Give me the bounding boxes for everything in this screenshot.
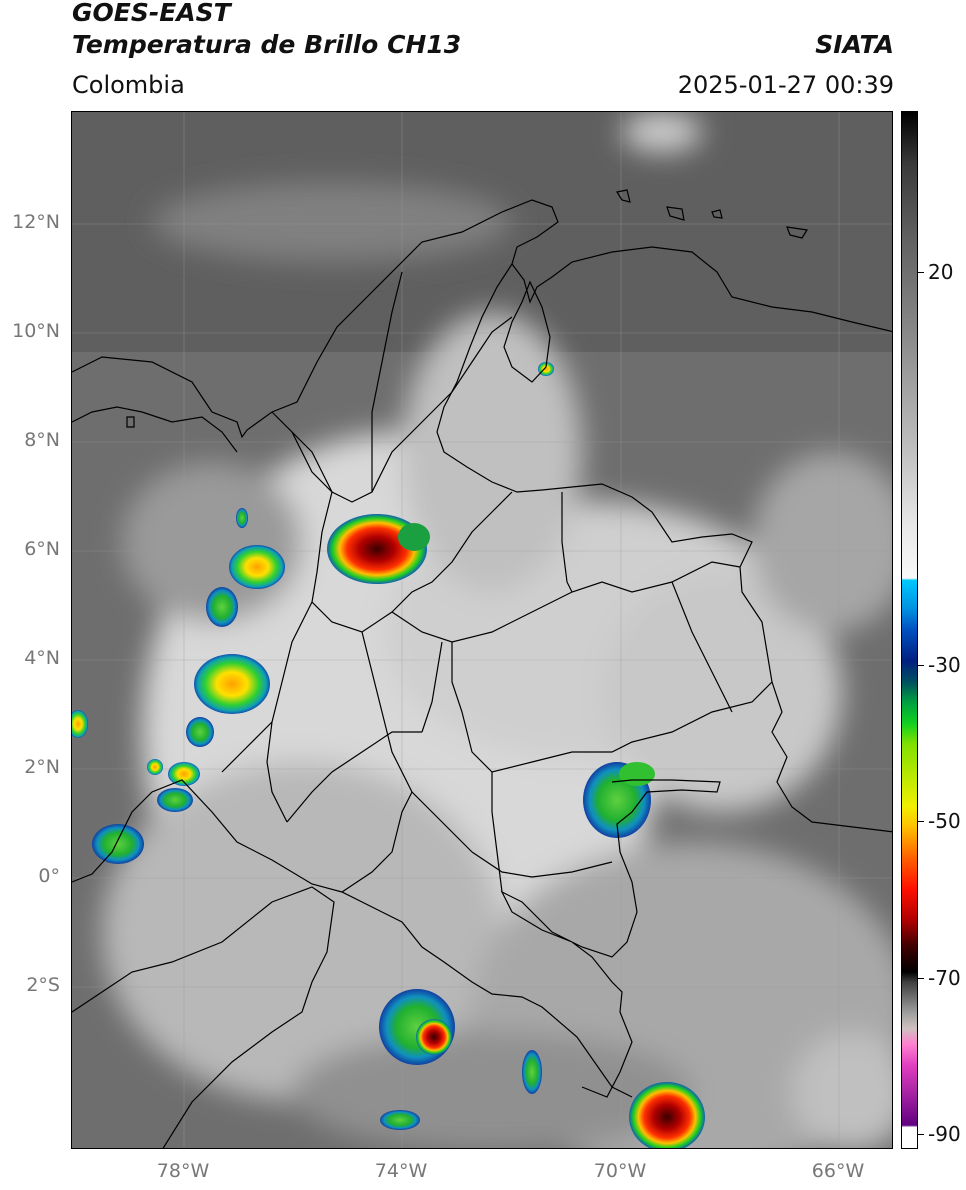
- datetime-label: 2025-01-27 00:39: [677, 71, 894, 99]
- storm-pacific-cauca: [194, 654, 270, 714]
- colorbar-label-m50: -50: [928, 809, 961, 833]
- colorbar-tick-m90: [918, 1134, 924, 1135]
- colorbar-tick-m70: [918, 978, 924, 979]
- colorbar-label-m70: -70: [928, 966, 961, 990]
- lon-label-74w: 74°W: [374, 1160, 428, 1182]
- title-product: Temperatura de Brillo CH13: [72, 30, 462, 59]
- lat-label-6n: 6°N: [24, 538, 60, 560]
- lat-label-2s: 2°S: [26, 974, 60, 996]
- graticule: [72, 112, 892, 1148]
- organization-label: SIATA: [815, 30, 894, 59]
- lon-label-70w: 70°W: [593, 1160, 647, 1182]
- storm-ecuador-coast: [92, 824, 144, 864]
- political-boundaries: [72, 189, 892, 1148]
- storm-amazonas: [629, 1082, 705, 1148]
- lon-label-78w: 78°W: [156, 1160, 210, 1182]
- colorbar-label-m90: -90: [928, 1122, 961, 1146]
- lat-label-10n: 10°N: [12, 320, 60, 342]
- title-satellite: GOES-EAST: [72, 0, 231, 27]
- region-label: Colombia: [72, 71, 185, 99]
- lat-label-0: 0°: [38, 865, 60, 887]
- colorbar-label-m30: -30: [928, 653, 961, 677]
- storm-pacific-choco: [229, 545, 285, 589]
- satellite-map: [72, 112, 892, 1148]
- convective-cells: [72, 362, 705, 1148]
- colorbar-tick-20: [918, 272, 924, 273]
- map-frame: [71, 111, 893, 1149]
- temperature-colorbar: [901, 111, 918, 1149]
- lat-label-2n: 2°N: [24, 756, 60, 778]
- colorbar-tick-m50: [918, 821, 924, 822]
- lon-label-66w: 66°W: [811, 1160, 865, 1182]
- lat-label-4n: 4°N: [24, 647, 60, 669]
- colorbar-tick-m30: [918, 665, 924, 666]
- lat-label-12n: 12°N: [12, 211, 60, 233]
- colorbar-label-20: 20: [928, 260, 954, 284]
- lat-label-8n: 8°N: [24, 429, 60, 451]
